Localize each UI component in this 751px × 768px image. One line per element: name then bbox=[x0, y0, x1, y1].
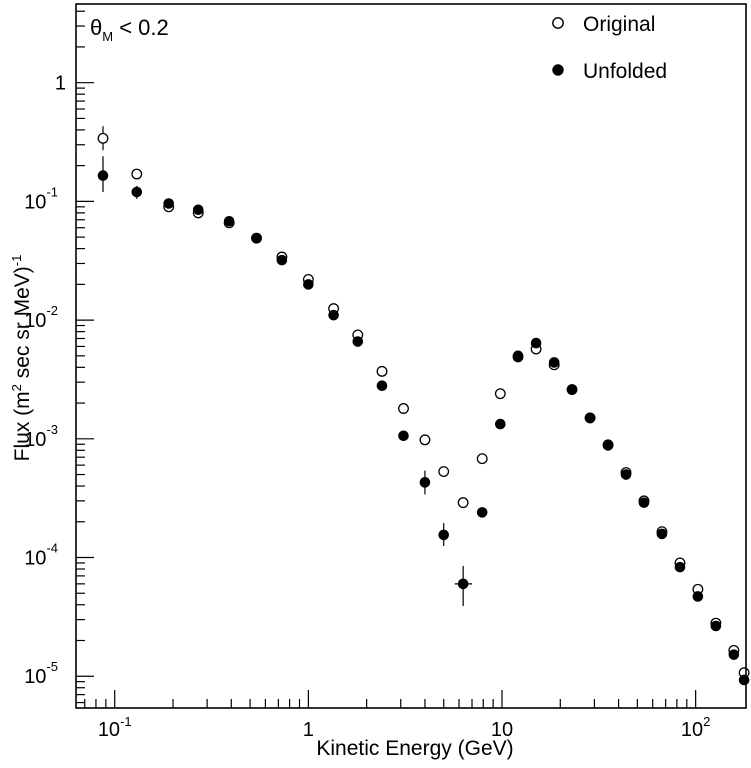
x-tick-label: 10 bbox=[491, 719, 513, 741]
point-unfolded bbox=[97, 170, 109, 181]
point-original bbox=[457, 497, 469, 509]
y-tick-label: 10-4 bbox=[24, 541, 58, 570]
y-tick-label: 10-5 bbox=[24, 659, 58, 688]
point-unfolded bbox=[602, 440, 614, 451]
tick-labels: 10-1 1 10 102 1 10-1 10-2 10-3 10-4 10-5 bbox=[24, 73, 710, 741]
legend-label-unfolded: Unfolded bbox=[583, 60, 667, 83]
point-unfolded bbox=[223, 215, 235, 227]
y-title-sup-2: -1 bbox=[9, 255, 24, 267]
point-original bbox=[476, 453, 488, 465]
point-unfolded bbox=[512, 350, 524, 362]
legend: Original Unfolded bbox=[552, 13, 667, 83]
y-tick-label: 1 bbox=[55, 73, 66, 95]
point-unfolded bbox=[398, 430, 409, 442]
data-points bbox=[97, 132, 750, 686]
point-unfolded bbox=[548, 357, 560, 368]
point-original bbox=[131, 168, 143, 180]
cut-symbol: θ bbox=[90, 15, 102, 40]
cut-subscript: M bbox=[102, 29, 113, 44]
legend-marker-unfolded bbox=[552, 64, 564, 76]
point-unfolded bbox=[692, 591, 704, 602]
point-unfolded bbox=[566, 384, 578, 395]
point-unfolded bbox=[131, 186, 143, 198]
y-tick-label: 10-2 bbox=[24, 303, 58, 332]
point-unfolded bbox=[303, 279, 314, 290]
point-original bbox=[376, 365, 388, 377]
x-tick-label: 1 bbox=[303, 719, 314, 741]
point-unfolded bbox=[638, 497, 650, 508]
point-unfolded bbox=[728, 649, 740, 660]
point-unfolded bbox=[710, 620, 722, 632]
y-tick-label: 10-3 bbox=[24, 422, 58, 451]
point-unfolded bbox=[438, 529, 450, 541]
legend-label-original: Original bbox=[583, 13, 655, 36]
point-original bbox=[494, 388, 506, 400]
point-unfolded bbox=[352, 336, 364, 347]
point-original bbox=[438, 466, 450, 477]
point-unfolded bbox=[674, 561, 686, 573]
y-title-part-1: Flux (m bbox=[11, 391, 34, 461]
point-unfolded bbox=[476, 507, 488, 518]
point-unfolded bbox=[328, 309, 339, 321]
y-title-sup-1: 2 bbox=[9, 384, 24, 391]
point-unfolded bbox=[495, 418, 506, 430]
x-axis-title: Kinetic Energy (GeV) bbox=[316, 737, 513, 760]
point-unfolded bbox=[457, 578, 469, 590]
point-unfolded bbox=[163, 198, 174, 209]
y-axis-title: Flux (m2 sec sr MeV)-1 bbox=[9, 255, 34, 462]
tick-marks bbox=[76, 10, 697, 708]
y-title-part-2: sec sr MeV) bbox=[11, 266, 34, 384]
cut-rest: < 0.2 bbox=[113, 15, 169, 40]
legend-marker-original bbox=[552, 17, 564, 29]
point-unfolded bbox=[584, 412, 596, 424]
point-unfolded bbox=[656, 528, 668, 540]
x-tick-label: 102 bbox=[681, 714, 710, 741]
point-unfolded bbox=[251, 232, 262, 244]
point-original bbox=[97, 132, 109, 144]
point-original bbox=[419, 434, 431, 446]
cut-label: θM < 0.2 bbox=[90, 15, 169, 44]
point-unfolded bbox=[738, 674, 750, 686]
point-unfolded bbox=[192, 204, 204, 216]
y-tick-label: 10-1 bbox=[24, 184, 58, 213]
point-unfolded bbox=[376, 380, 388, 392]
x-tick-label: 10-1 bbox=[98, 714, 132, 741]
point-unfolded bbox=[620, 469, 632, 480]
point-unfolded bbox=[530, 337, 542, 349]
point-original bbox=[398, 403, 409, 414]
point-unfolded bbox=[419, 477, 431, 488]
plot-frame bbox=[75, 3, 747, 709]
point-unfolded bbox=[276, 254, 288, 266]
